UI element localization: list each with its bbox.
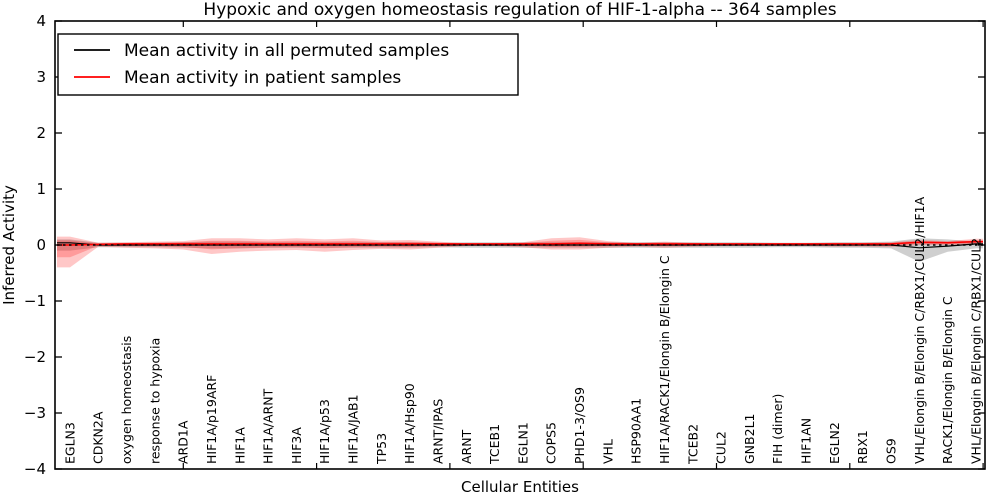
y-tick-label: −3 — [24, 404, 46, 422]
x-category-label: HIF1A — [232, 427, 247, 464]
x-category-label: VHL — [600, 439, 615, 464]
y-tick-label: 4 — [36, 12, 46, 30]
x-category-label: HIF1A/p19ARF — [204, 375, 219, 464]
x-axis-label: Cellular Entities — [461, 478, 579, 496]
y-tick-label: −1 — [24, 292, 46, 310]
x-category-label: HIF1AN — [799, 418, 814, 464]
x-category-label: TCEB1 — [487, 424, 502, 465]
legend: Mean activity in all permuted samples Me… — [57, 33, 519, 96]
x-category-label: PHD1-3/OS9 — [572, 387, 587, 464]
x-category-label: oxygen homeostasis — [119, 336, 134, 464]
legend-box — [57, 33, 519, 96]
y-axis-label: Inferred Activity — [0, 185, 18, 305]
x-axis-ticks — [182, 21, 984, 469]
x-category-label: FIH (dimer) — [770, 394, 785, 464]
chart-title: Hypoxic and oxygen homeostasis regulatio… — [203, 0, 836, 20]
x-category-label: CDKN2A — [91, 411, 106, 464]
x-category-label: EGLN2 — [827, 422, 842, 464]
legend-label-patient: Mean activity in patient samples — [124, 68, 401, 88]
x-category-label: RACK1/Elongin B/Elongin C — [940, 296, 955, 464]
y-axis-ticks: 4 3 2 1 0 −1 −2 −3 −4 — [24, 12, 985, 478]
y-tick-label: 2 — [36, 124, 46, 142]
x-category-label: RBX1 — [855, 430, 870, 464]
x-category-label: HIF1A/p53 — [317, 399, 332, 464]
x-category-label: TCEB2 — [685, 424, 700, 465]
x-category-label: TP53 — [374, 433, 389, 465]
x-category-label: HSP90AA1 — [629, 398, 644, 464]
legend-label-permuted: Mean activity in all permuted samples — [124, 41, 449, 61]
x-category-label: response to hypoxia — [147, 338, 162, 464]
confidence-bands — [57, 236, 983, 268]
x-category-label: CUL2 — [714, 431, 729, 464]
x-category-label: HIF1A/ARNT — [261, 388, 276, 464]
x-category-label: ARNT — [459, 429, 474, 464]
x-category-label: VHL/Elongin B/Elongin C/RBX1/CUL2 — [968, 238, 983, 464]
x-category-label: ARD1A — [176, 420, 191, 464]
x-category-label: EGLN3 — [62, 422, 77, 464]
x-category-label: GNB2L1 — [742, 414, 757, 464]
x-category-label: HIF1A/JAB1 — [346, 394, 361, 464]
x-category-label: EGLN1 — [515, 422, 530, 464]
series-lines — [57, 240, 983, 249]
x-category-label: ARNT/IPAS — [430, 399, 445, 464]
x-category-labels: EGLN3 CDKN2A oxygen homeostasis response to… — [62, 196, 983, 465]
y-tick-label: 0 — [36, 236, 46, 254]
x-category-label: HIF1A/RACK1/Elongin B/Elongin C — [657, 255, 672, 464]
y-tick-label: −4 — [24, 460, 46, 478]
x-category-label: COPS5 — [544, 422, 559, 464]
patient-mean-line — [57, 240, 983, 246]
x-category-label: VHL/Elongin B/Elongin C/RBX1/CUL2/HIF1A — [912, 196, 927, 464]
y-tick-label: 3 — [36, 68, 46, 86]
x-category-label: HIF1A/Hsp90 — [402, 383, 417, 464]
x-category-label: HIF3A — [289, 427, 304, 464]
y-tick-label: 1 — [36, 180, 46, 198]
y-tick-label: −2 — [24, 348, 46, 366]
x-category-label: OS9 — [883, 438, 898, 464]
patient-band-outer — [57, 236, 983, 268]
